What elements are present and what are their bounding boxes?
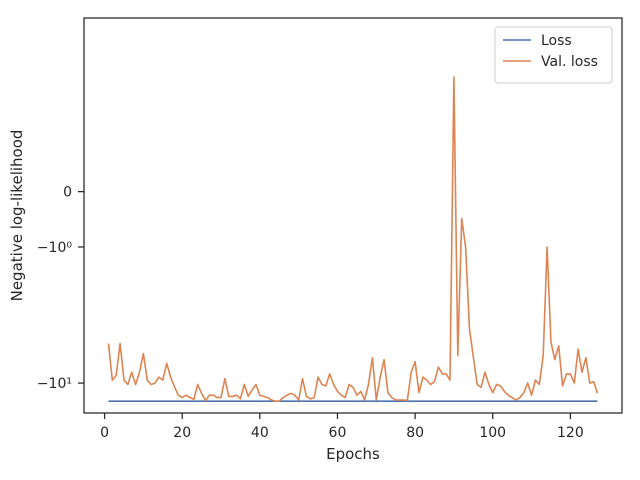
legend-label-0: Loss [541,33,572,49]
x-tick-label: 20 [173,425,191,441]
x-axis-label: Epochs [326,445,380,463]
x-tick-label: 120 [557,425,584,441]
legend-box [494,26,613,84]
x-tick-label: 80 [406,425,424,441]
plot-series [107,76,599,403]
y-tick-label: −10⁰ [37,240,73,256]
y-axis: 0 −10⁰ −10¹ [37,185,84,392]
x-tick-label: 100 [479,425,506,441]
series-line-1 [107,76,599,403]
plot-frame [83,17,623,414]
y-axis-label: Negative log-likelihood [8,130,26,302]
x-tick-label: 60 [329,425,347,441]
x-tick-label: 40 [251,425,269,441]
y-tick-label: −10¹ [37,376,72,392]
x-axis: 0 20 40 60 80 100 120 [100,413,584,441]
legend-label-1: Val. loss [541,54,598,70]
legend: Loss Val. loss [494,26,613,84]
x-tick-label: 0 [100,425,109,441]
y-tick-label: 0 [63,185,72,201]
